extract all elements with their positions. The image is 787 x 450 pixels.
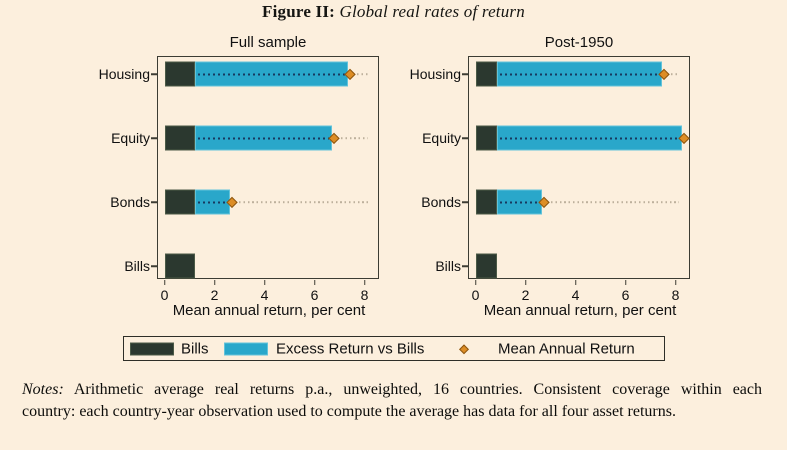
category-tick xyxy=(462,265,468,267)
category-label-bills: Bills xyxy=(124,258,150,274)
category-tick xyxy=(151,73,157,75)
x-axis-tick-label: 2 xyxy=(210,287,219,303)
bills-bar-bills xyxy=(475,253,497,279)
bills-bar-housing xyxy=(164,61,195,87)
x-axis-tick xyxy=(574,280,577,285)
bills-bar-equity xyxy=(164,125,195,151)
x-axis-tick xyxy=(624,280,627,285)
legend-label-mean-annual-return: Mean Annual Return xyxy=(498,340,635,357)
x-axis-tick xyxy=(313,280,316,285)
excess-return-bar-equity xyxy=(496,125,682,151)
x-axis-tick xyxy=(163,280,166,285)
bar-dotted-line xyxy=(197,73,346,75)
legend-label-excess-return: Excess Return vs Bills xyxy=(276,340,425,357)
category-label-bonds: Bonds xyxy=(110,194,150,210)
bar-dotted-line xyxy=(499,137,679,139)
category-label-housing: Housing xyxy=(98,66,150,82)
bar-dotted-line xyxy=(197,137,329,139)
notes-line-2: country: each country-year observation u… xyxy=(22,403,676,420)
x-axis-tick-label: 6 xyxy=(621,287,630,303)
x-axis-tick-label: 8 xyxy=(360,287,369,303)
category-label-equity: Equity xyxy=(111,130,150,146)
category-label-bonds: Bonds xyxy=(421,194,461,210)
figure-title: Figure II: Global real rates of return xyxy=(0,2,787,22)
legend-label-bills: Bills xyxy=(181,340,209,357)
x-axis-tick-label: 0 xyxy=(471,287,480,303)
excess-return-swatch xyxy=(224,342,268,355)
notes-line-1: Notes: Arithmetic average real returns p… xyxy=(22,379,762,401)
x-axis-tick-label: 2 xyxy=(521,287,530,303)
category-tick xyxy=(462,201,468,203)
bar-dotted-line xyxy=(499,201,539,203)
panel-title: Post-1950 xyxy=(544,34,614,51)
notes-prefix: Notes: xyxy=(22,381,64,398)
category-label-housing: Housing xyxy=(409,66,461,82)
x-axis-tick-label: 6 xyxy=(310,287,319,303)
category-tick xyxy=(462,73,468,75)
panel-post-1950: Post-1950 Housing Equity Bonds Bills 0 2 4 6 8 Mea… xyxy=(410,34,690,319)
x-axis-tick-label: 4 xyxy=(260,287,269,303)
mean-return-diamond-icon xyxy=(459,343,469,354)
bills-bar-bills xyxy=(164,253,195,279)
panel-title: Full sample xyxy=(229,34,307,51)
category-tick xyxy=(151,201,157,203)
dotted-leader-line xyxy=(670,73,679,75)
x-axis-tick-label: 4 xyxy=(571,287,580,303)
excess-return-bar-bonds xyxy=(496,189,542,215)
x-axis-tick-label: 0 xyxy=(160,287,169,303)
bar-dotted-line xyxy=(499,73,659,75)
x-axis-title: Mean annual return, per cent xyxy=(483,302,677,319)
bills-bar-bonds xyxy=(164,189,195,215)
excess-return-bar-housing xyxy=(496,61,662,87)
category-label-equity: Equity xyxy=(422,130,461,146)
category-tick xyxy=(151,137,157,139)
bills-bar-housing xyxy=(475,61,497,87)
x-axis-tick xyxy=(524,280,527,285)
dotted-leader-line xyxy=(238,201,368,203)
x-axis-tick xyxy=(213,280,216,285)
panel-full-sample: Full sample Housing Equity Bonds Bills 0 2 4 6 8 M… xyxy=(99,34,379,319)
figure-notes: Notes: Arithmetic average real returns p… xyxy=(22,379,762,423)
excess-return-bar-bonds xyxy=(194,189,230,215)
x-axis-tick xyxy=(263,280,266,285)
bills-bar-equity xyxy=(475,125,497,151)
x-axis-title: Mean annual return, per cent xyxy=(172,302,366,319)
excess-return-bar-equity xyxy=(194,125,332,151)
bills-bar-bonds xyxy=(475,189,497,215)
dotted-leader-line xyxy=(357,73,368,75)
figure-title-text: Global real rates of return xyxy=(335,2,525,21)
dotted-leader-line xyxy=(550,201,679,203)
dotted-leader-line xyxy=(341,137,368,139)
figure-title-label: Figure II: xyxy=(262,2,336,21)
x-axis-tick xyxy=(474,280,477,285)
bills-swatch xyxy=(130,342,174,355)
category-tick xyxy=(151,265,157,267)
notes-line-1-text: Arithmetic average real returns p.a., un… xyxy=(63,381,762,398)
excess-return-bar-housing xyxy=(194,61,349,87)
x-axis-tick-label: 8 xyxy=(671,287,680,303)
x-axis-tick xyxy=(363,280,366,285)
legend: Bills Excess Return vs Bills Mean Annual… xyxy=(123,336,665,361)
category-label-bills: Bills xyxy=(435,258,461,274)
category-tick xyxy=(462,137,468,139)
bar-dotted-line xyxy=(197,201,227,203)
x-axis-tick xyxy=(674,280,677,285)
